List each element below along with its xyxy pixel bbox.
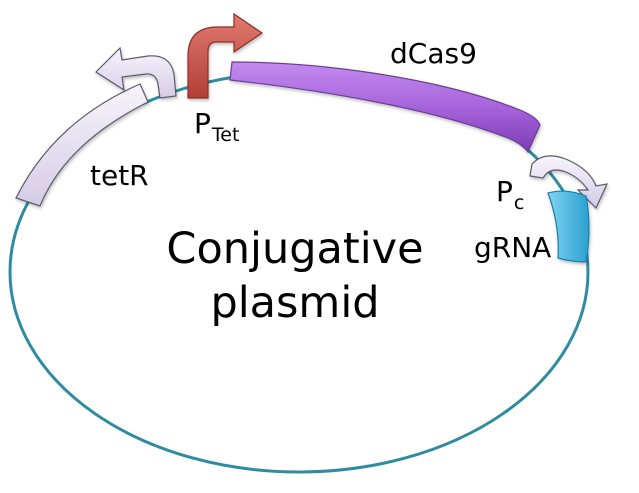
grna-gene: [547, 190, 590, 263]
pc-label-subscript: c: [513, 192, 525, 214]
dcas9-gene: [229, 61, 541, 154]
grna-label: gRNA: [474, 231, 552, 264]
plasmid-title: Conjugative plasmid: [150, 222, 440, 330]
pc-promoter-arrow: [529, 155, 609, 210]
tetr-gene: [15, 83, 149, 207]
ptet-label-subscript: Tet: [211, 124, 240, 146]
plasmid-title-line1: Conjugative: [166, 224, 424, 274]
pc-label: Pc: [496, 175, 524, 213]
tetr-label: tetR: [90, 159, 149, 192]
dcas9-label: dCas9: [390, 37, 477, 70]
pc-label-base: P: [496, 175, 513, 208]
ptet-label-base: P: [194, 107, 211, 140]
ptet-promoter-arrow: [187, 12, 264, 99]
tetr-promoter-arrow: [95, 46, 177, 99]
ptet-label: PTet: [194, 107, 239, 145]
plasmid-title-line2: plasmid: [210, 278, 380, 328]
